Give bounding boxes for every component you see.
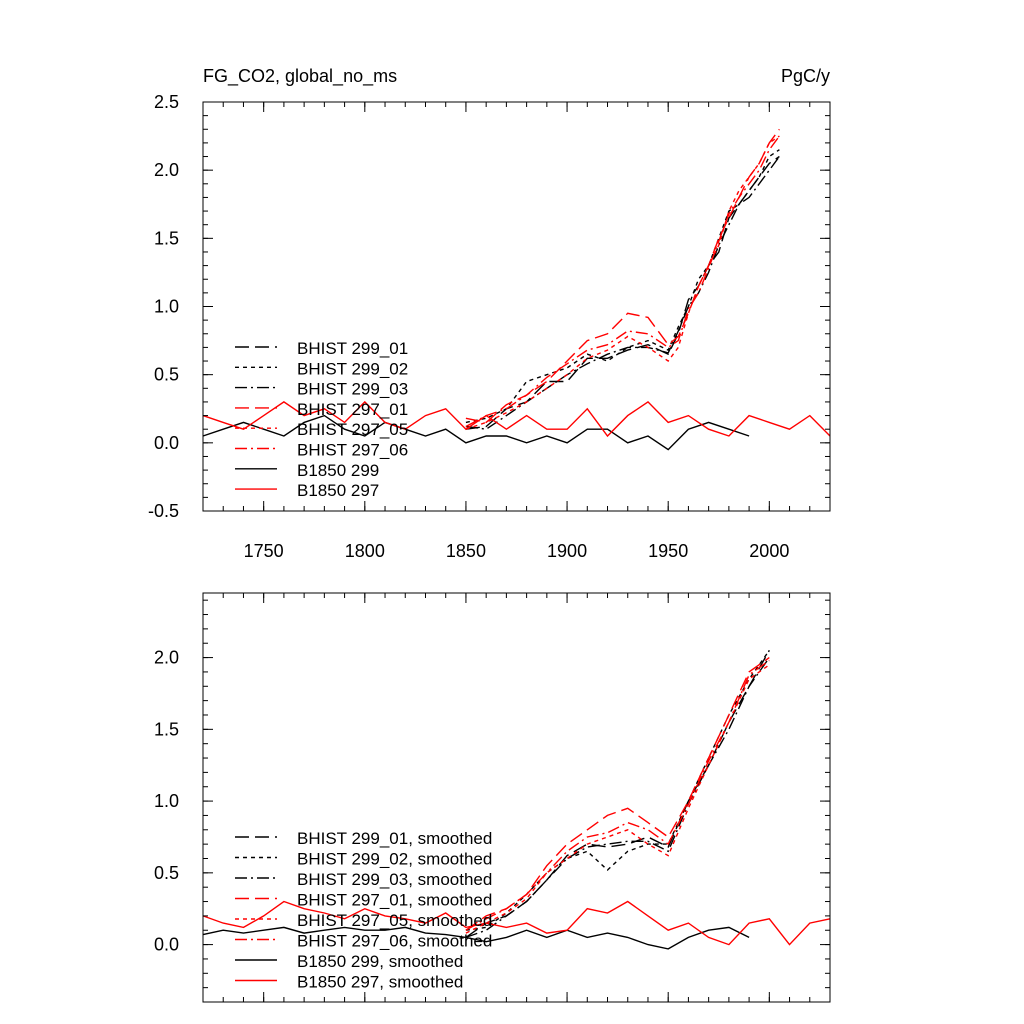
legend-label: BHIST 297_01 [297, 400, 408, 419]
series-line-7 [202, 926, 750, 950]
y-tick-label: 0.0 [154, 935, 179, 955]
bottom-legend: BHIST 299_01, smoothed BHIST 299_02, smoo… [235, 829, 492, 992]
legend-label: BHIST 299_01, smoothed [297, 829, 492, 848]
x-tick-label: 1950 [648, 541, 688, 561]
bottom-panel: 0.00.51.01.52.0 BHIST 299_01, smoothedBH… [154, 592, 831, 1003]
legend-label: BHIST 297_05 [297, 420, 408, 439]
series-line-6 [465, 659, 770, 931]
legend-label: B1850 299 [297, 461, 379, 480]
series-line-3 [465, 156, 780, 430]
top-plot-frame [202, 101, 831, 512]
x-tick-label: 1800 [345, 541, 385, 561]
units-label: PgC/y [781, 66, 830, 86]
x-tick-label: 1750 [244, 541, 284, 561]
series-line-8 [202, 400, 831, 438]
series-line-7 [202, 414, 750, 451]
top-ticks-layer: 1750 1800 1850 1900 1950 2000 -0.5 0.0 0.5 1.0 1.5… [148, 92, 831, 561]
legend-label: B1850 297 [297, 481, 379, 500]
y-tick-label: 0.5 [154, 365, 179, 385]
bottom-series-layer [202, 649, 831, 950]
y-tick-label: 2.0 [154, 160, 179, 180]
series-line-2 [465, 649, 770, 931]
x-tick-label: 1900 [547, 541, 587, 561]
legend-label: B1850 299, smoothed [297, 952, 463, 971]
top-panel: FG_CO2, global_no_ms PgC/y 1750 1800 1850 1… [148, 66, 831, 561]
legend-label: BHIST 297_06 [297, 441, 408, 460]
y-tick-label: 1.5 [154, 228, 179, 248]
y-tick-label: -0.5 [148, 501, 179, 521]
y-tick-label: 2.5 [154, 92, 179, 112]
x-tick-label: 1850 [446, 541, 486, 561]
legend-label: B1850 297, smoothed [297, 973, 463, 992]
bottom-ticks-layer: 0.0 0.5 1.0 1.5 2.0 [154, 593, 831, 1003]
series-line-5 [465, 135, 780, 430]
legend-label: BHIST 299_01 [297, 339, 408, 358]
series-line-3 [465, 657, 770, 939]
series-line-4 [465, 128, 780, 424]
bottom-plot-frame [202, 592, 831, 1003]
series-line-4 [465, 657, 770, 931]
x-tick-label: 2000 [749, 541, 789, 561]
series-line-5 [465, 664, 770, 934]
series-line-8 [202, 900, 831, 946]
top-series-layer [202, 128, 831, 451]
y-tick-label: 1.0 [154, 791, 179, 811]
y-tick-label: 2.0 [154, 648, 179, 668]
legend-label: BHIST 297_05, smoothed [297, 911, 492, 930]
series-line-1 [465, 650, 770, 938]
legend-label: BHIST 299_03, smoothed [297, 870, 492, 889]
y-tick-label: 1.5 [154, 719, 179, 739]
y-tick-label: 0.5 [154, 863, 179, 883]
legend-label: BHIST 299_02 [297, 359, 408, 378]
series-line-1 [465, 155, 780, 430]
y-tick-label: 0.0 [154, 433, 179, 453]
legend-label: BHIST 299_02, smoothed [297, 850, 492, 869]
series-line-6 [465, 135, 780, 428]
legend-label: BHIST 297_01, smoothed [297, 891, 492, 910]
y-tick-label: 1.0 [154, 297, 179, 317]
legend-label: BHIST 297_06, smoothed [297, 932, 492, 951]
chart-title: FG_CO2, global_no_ms [203, 66, 397, 87]
legend-label: BHIST 299_03 [297, 380, 408, 399]
